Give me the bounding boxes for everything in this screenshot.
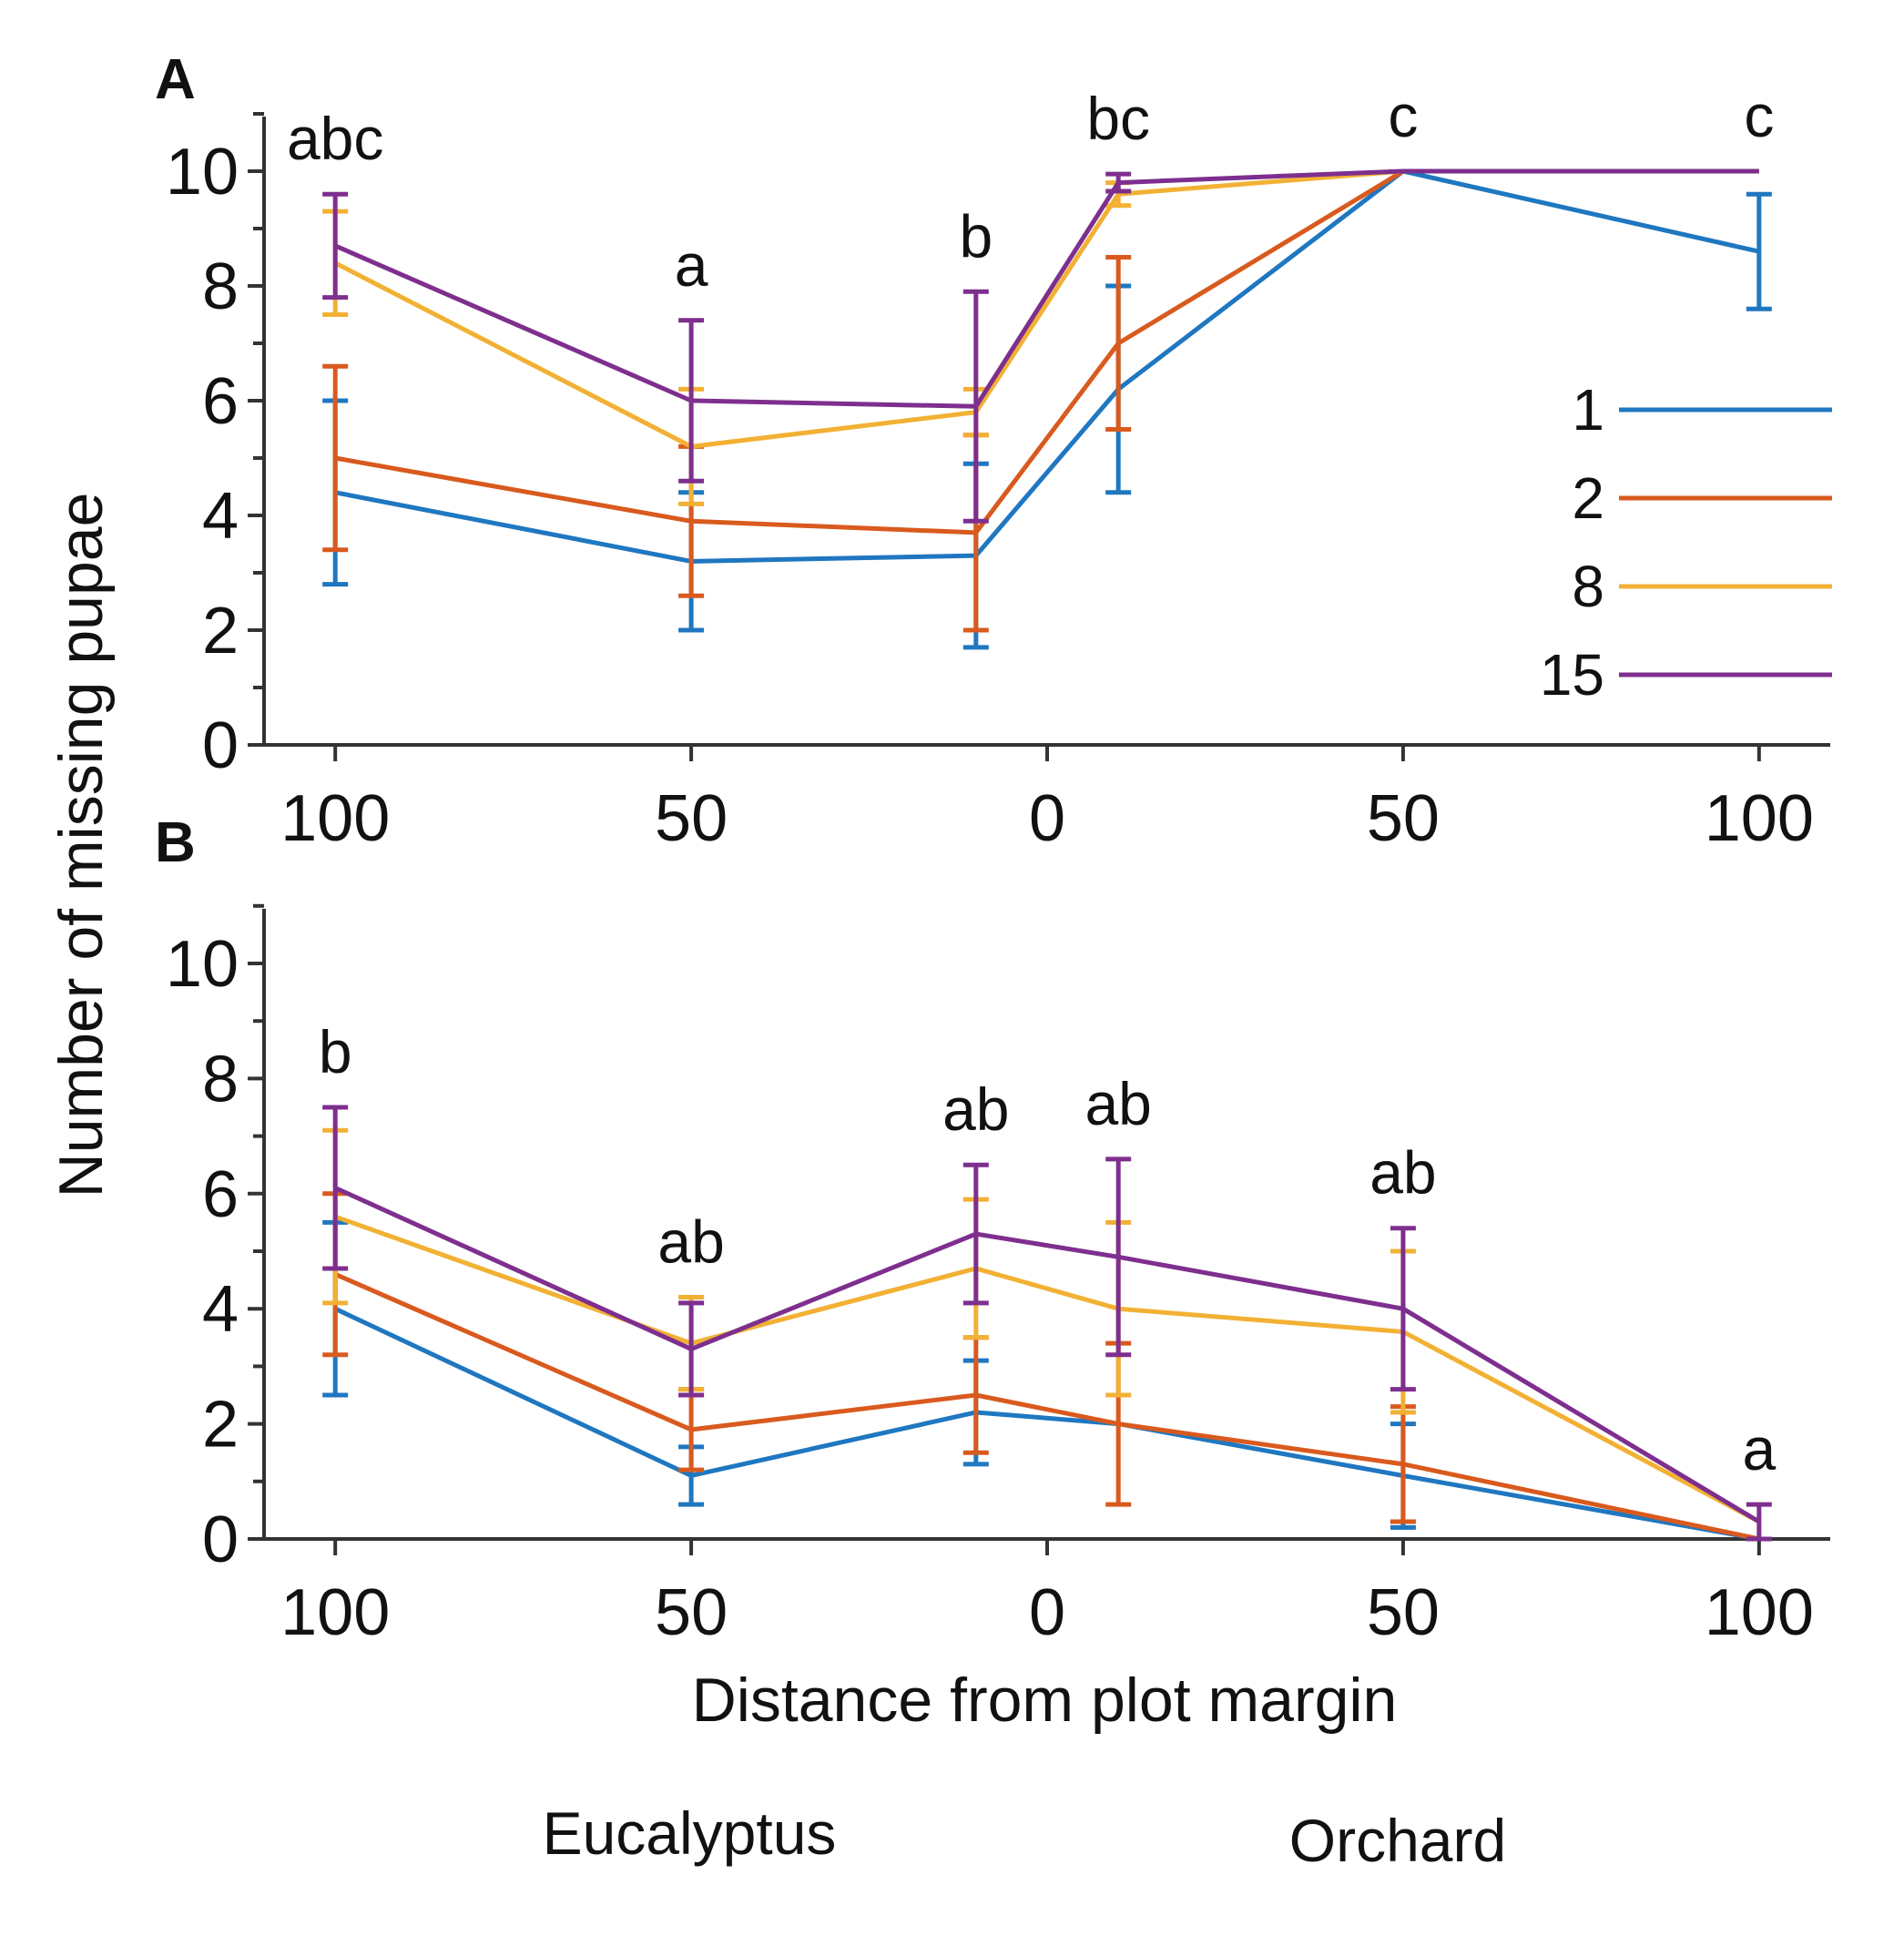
series-2 — [322, 168, 1759, 633]
series-line-1 — [334, 168, 1760, 564]
panel-a-axes: 0 2 4 6 8 10 100 50 0 50 100 — [166, 112, 1830, 855]
y-tick-label: 2 — [202, 1389, 239, 1462]
legend-entry-2: 2 — [1572, 465, 1832, 531]
legend-label: 2 — [1572, 465, 1604, 531]
panel-b-axes: 0 2 4 6 8 10 100 50 0 50 100 — [166, 903, 1830, 1649]
panel-a: A 0 2 4 6 8 10 100 50 0 50 100 abc a b bc c c — [155, 48, 1830, 855]
series-line-8 — [334, 168, 1759, 449]
y-tick-label: 8 — [202, 250, 239, 323]
series-line-1 — [334, 1306, 1760, 1542]
series-8 — [322, 168, 1759, 506]
y-tick-label: 10 — [166, 928, 239, 1001]
series-15 — [322, 168, 1759, 524]
x-tick-label: 0 — [1029, 782, 1065, 855]
series-line-15 — [334, 1186, 1761, 1524]
y-tick-label: 4 — [202, 1273, 239, 1346]
legend-label: 8 — [1572, 554, 1604, 619]
y-tick-label: 0 — [202, 709, 239, 782]
legend-entry-8: 8 — [1572, 554, 1832, 619]
y-axis-title: Number of missing pupae — [46, 493, 116, 1198]
significance-label: ab — [1084, 1070, 1151, 1137]
legend-label: 15 — [1540, 642, 1604, 708]
series-line-15 — [334, 168, 1759, 409]
panel-b-series — [322, 1105, 1772, 1542]
significance-label: ab — [1369, 1139, 1436, 1207]
x-tick-label: 100 — [280, 782, 390, 855]
x-tick-label: 100 — [1705, 1576, 1814, 1649]
significance-label: c — [1744, 82, 1774, 149]
panel-b-significance-labels: b ab ab ab ab a — [319, 1018, 1777, 1483]
x-tick-label: 0 — [1029, 1576, 1065, 1649]
panel-label-b: B — [155, 811, 196, 874]
significance-label: a — [675, 231, 708, 299]
significance-label: ab — [657, 1208, 724, 1276]
series-8 — [322, 1127, 1760, 1524]
series-line-2 — [334, 168, 1759, 535]
x-tick-label: 50 — [1367, 1576, 1440, 1649]
y-tick-label: 8 — [202, 1043, 239, 1116]
significance-label: b — [319, 1018, 352, 1085]
region-label-eucalyptus: Eucalyptus — [543, 1799, 837, 1867]
y-tick-label: 6 — [202, 365, 239, 438]
x-tick-label: 50 — [655, 782, 728, 855]
y-tick-label: 0 — [202, 1503, 239, 1576]
significance-label: bc — [1086, 85, 1150, 152]
x-tick-label: 50 — [1367, 782, 1440, 855]
y-tick-label: 4 — [202, 480, 239, 553]
series-15 — [322, 1105, 1772, 1542]
x-axis-title: Distance from plot margin — [692, 1666, 1398, 1735]
panel-b: B 0 2 4 6 8 10 100 50 0 50 100 b ab ab ab ab a — [155, 811, 1830, 1649]
panel-a-significance-labels: abc a b bc c c — [287, 82, 1774, 299]
x-tick-label: 100 — [280, 1576, 390, 1649]
y-tick-label: 6 — [202, 1158, 239, 1231]
panel-label-a: A — [155, 48, 196, 111]
region-label-orchard: Orchard — [1289, 1807, 1506, 1874]
significance-label: ab — [942, 1075, 1009, 1143]
legend-entry-1: 1 — [1572, 377, 1832, 443]
significance-label: b — [959, 202, 993, 270]
x-tick-label: 100 — [1705, 782, 1814, 855]
significance-label: a — [1742, 1415, 1776, 1483]
series-1 — [322, 168, 1772, 650]
significance-label: c — [1388, 82, 1418, 149]
significance-label: abc — [287, 105, 383, 172]
panel-a-series — [322, 168, 1772, 650]
legend: 1 2 8 15 — [1540, 377, 1832, 708]
legend-label: 1 — [1572, 377, 1604, 443]
y-tick-label: 2 — [202, 595, 239, 667]
legend-entry-15: 15 — [1540, 642, 1832, 708]
y-tick-label: 10 — [166, 136, 239, 209]
x-tick-label: 50 — [655, 1576, 728, 1649]
series-line-2 — [334, 1271, 1760, 1542]
